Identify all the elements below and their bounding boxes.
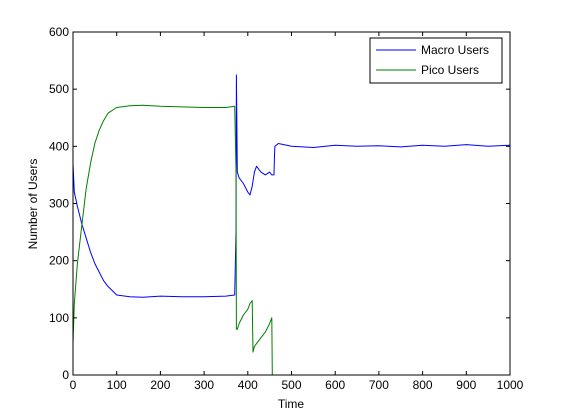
- x-tick-label: 100: [107, 378, 127, 392]
- x-tick-label: 400: [238, 378, 258, 392]
- y-tick-label: 400: [49, 139, 69, 153]
- legend-label-macro-users: Macro Users: [421, 43, 489, 57]
- y-tick-label: 300: [49, 197, 69, 211]
- y-tick-label: 200: [49, 254, 69, 268]
- x-tick-label: 0: [70, 378, 77, 392]
- x-tick-label: 200: [150, 378, 170, 392]
- series-line-macro-users: [72, 74, 511, 298]
- x-tick-label: 300: [194, 378, 214, 392]
- y-axis-title: Number of Users: [26, 159, 40, 250]
- legend-box: [369, 37, 503, 84]
- x-tick-label: 900: [456, 378, 476, 392]
- x-tick-label: 1000: [497, 378, 524, 392]
- x-tick-label: 500: [281, 378, 301, 392]
- plot-area: [73, 32, 510, 375]
- series-layer: [72, 74, 511, 376]
- legend: Macro Users Pico Users: [369, 37, 503, 84]
- x-tick-label: 700: [369, 378, 389, 392]
- y-tick-label: 600: [49, 25, 69, 39]
- series-line-pico-users: [72, 104, 273, 376]
- y-tick-label: 500: [49, 82, 69, 96]
- ticks-layer: 0 100 200 300 400 500 600 700 800 900 1000 0 100 200 3…: [49, 25, 524, 392]
- x-tick-label: 600: [325, 378, 345, 392]
- x-tick-label: 800: [413, 378, 433, 392]
- y-tick-label: 0: [62, 368, 69, 382]
- legend-label-pico-users: Pico Users: [421, 63, 479, 77]
- x-axis-title: Time: [278, 397, 305, 411]
- y-tick-label: 100: [49, 311, 69, 325]
